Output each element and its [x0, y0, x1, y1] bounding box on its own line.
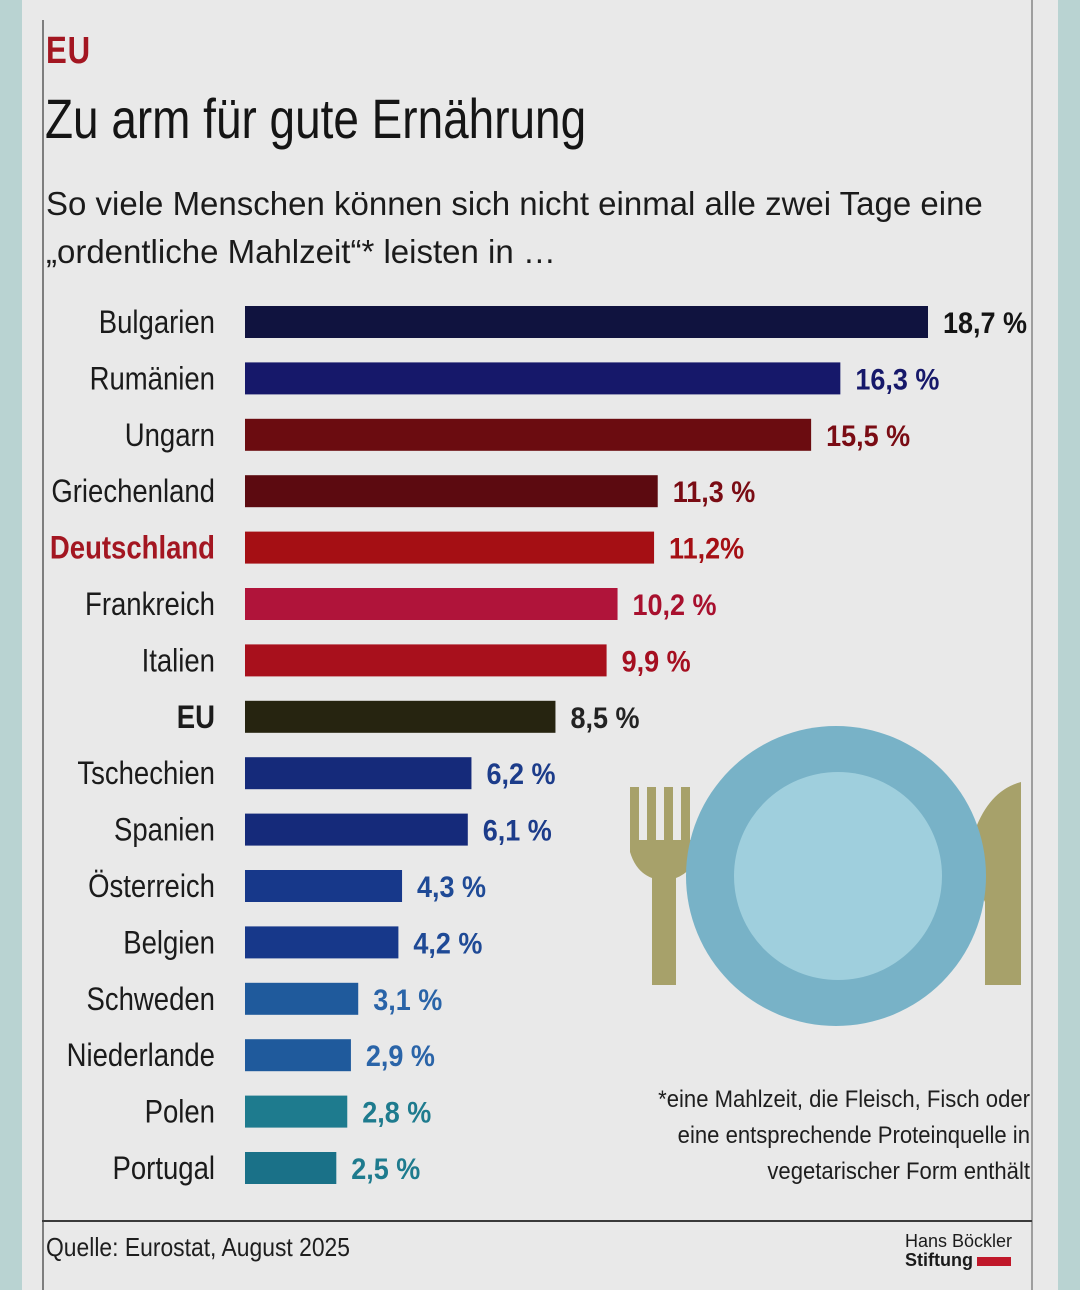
bar	[245, 644, 607, 677]
value-label: 10,2 %	[633, 589, 717, 623]
logo-line-2: Stiftung	[905, 1250, 973, 1270]
category-label: Polen	[145, 1095, 215, 1130]
footnote-line-2: eine entsprechende Proteinquelle in	[677, 1122, 1030, 1149]
kicker: EU	[46, 30, 91, 72]
bar	[245, 700, 556, 733]
left-border	[42, 20, 44, 1290]
bar	[245, 475, 658, 508]
bar	[245, 531, 655, 564]
knife-icon	[972, 782, 1021, 985]
category-label: Frankreich	[85, 587, 215, 622]
category-label: Portugal	[113, 1151, 215, 1186]
logo-mark	[976, 1256, 1011, 1266]
value-label: 9,9 %	[622, 645, 691, 679]
category-label: Belgien	[123, 926, 215, 961]
bar	[245, 813, 468, 846]
category-label: Deutschland	[50, 531, 215, 566]
value-label: 4,2 %	[413, 927, 482, 961]
value-label: 8,5 %	[570, 702, 639, 736]
bar	[245, 982, 359, 1015]
subtitle: So viele Menschen können sich nicht einm…	[46, 185, 983, 270]
category-label: Österreich	[88, 869, 215, 904]
value-label: 16,3 %	[855, 363, 939, 397]
category-label: Bulgarien	[99, 305, 215, 340]
category-label: Niederlande	[67, 1038, 215, 1073]
category-label: Griechenland	[51, 474, 215, 509]
bars: Bulgarien 18,7 % Rumänien 16,3 % Ungarn 15,5 …	[50, 305, 1027, 1186]
publisher-logo: Hans Böckler Stiftung	[905, 1232, 1025, 1270]
category-label: Tschechien	[77, 756, 215, 791]
fork-icon	[630, 787, 700, 985]
value-label: 15,5 %	[826, 420, 910, 454]
value-label: 3,1 %	[373, 984, 442, 1018]
footnote-line-1: *eine Mahlzeit, die Fleisch, Fisch oder	[658, 1086, 1030, 1113]
bar	[245, 926, 399, 959]
value-label: 2,8 %	[362, 1096, 431, 1130]
category-label: Schweden	[87, 982, 215, 1017]
bar	[245, 418, 812, 451]
bar	[245, 1152, 337, 1184]
bar	[245, 870, 403, 902]
bar	[245, 362, 841, 395]
logo-line-1: Hans Böckler	[905, 1231, 1013, 1251]
plate-icon	[686, 726, 986, 1026]
bar	[245, 1039, 351, 1072]
category-label: Spanien	[114, 813, 215, 848]
plate-illustration	[630, 726, 1021, 1026]
category-label: EU	[177, 700, 215, 735]
value-label: 11,3 %	[673, 476, 755, 510]
value-label: 6,1 %	[483, 814, 552, 848]
footer-divider	[42, 1220, 1032, 1222]
footnote: *eine Mahlzeit, die Fleisch, Fisch oder …	[598, 1082, 1030, 1190]
value-label: 11,2%	[669, 532, 744, 566]
value-label: 2,5 %	[351, 1153, 420, 1187]
category-label: Italien	[142, 644, 215, 679]
bar	[245, 306, 928, 338]
value-label: 4,3 %	[417, 871, 486, 905]
page-title: Zu arm für gute Ernährung	[45, 87, 587, 150]
category-label: Rumänien	[90, 362, 215, 397]
source-note: Quelle: Eurostat, August 2025	[46, 1232, 350, 1262]
bar	[245, 1095, 348, 1128]
value-label: 18,7 %	[943, 307, 1027, 341]
bar	[245, 588, 618, 620]
category-label: Ungarn	[125, 418, 215, 453]
value-label: 2,9 %	[366, 1040, 435, 1074]
bar	[245, 757, 472, 790]
right-border	[1031, 0, 1033, 1290]
footnote-line-3: vegetarischer Form enthält	[767, 1158, 1030, 1185]
value-label: 6,2 %	[486, 758, 555, 792]
